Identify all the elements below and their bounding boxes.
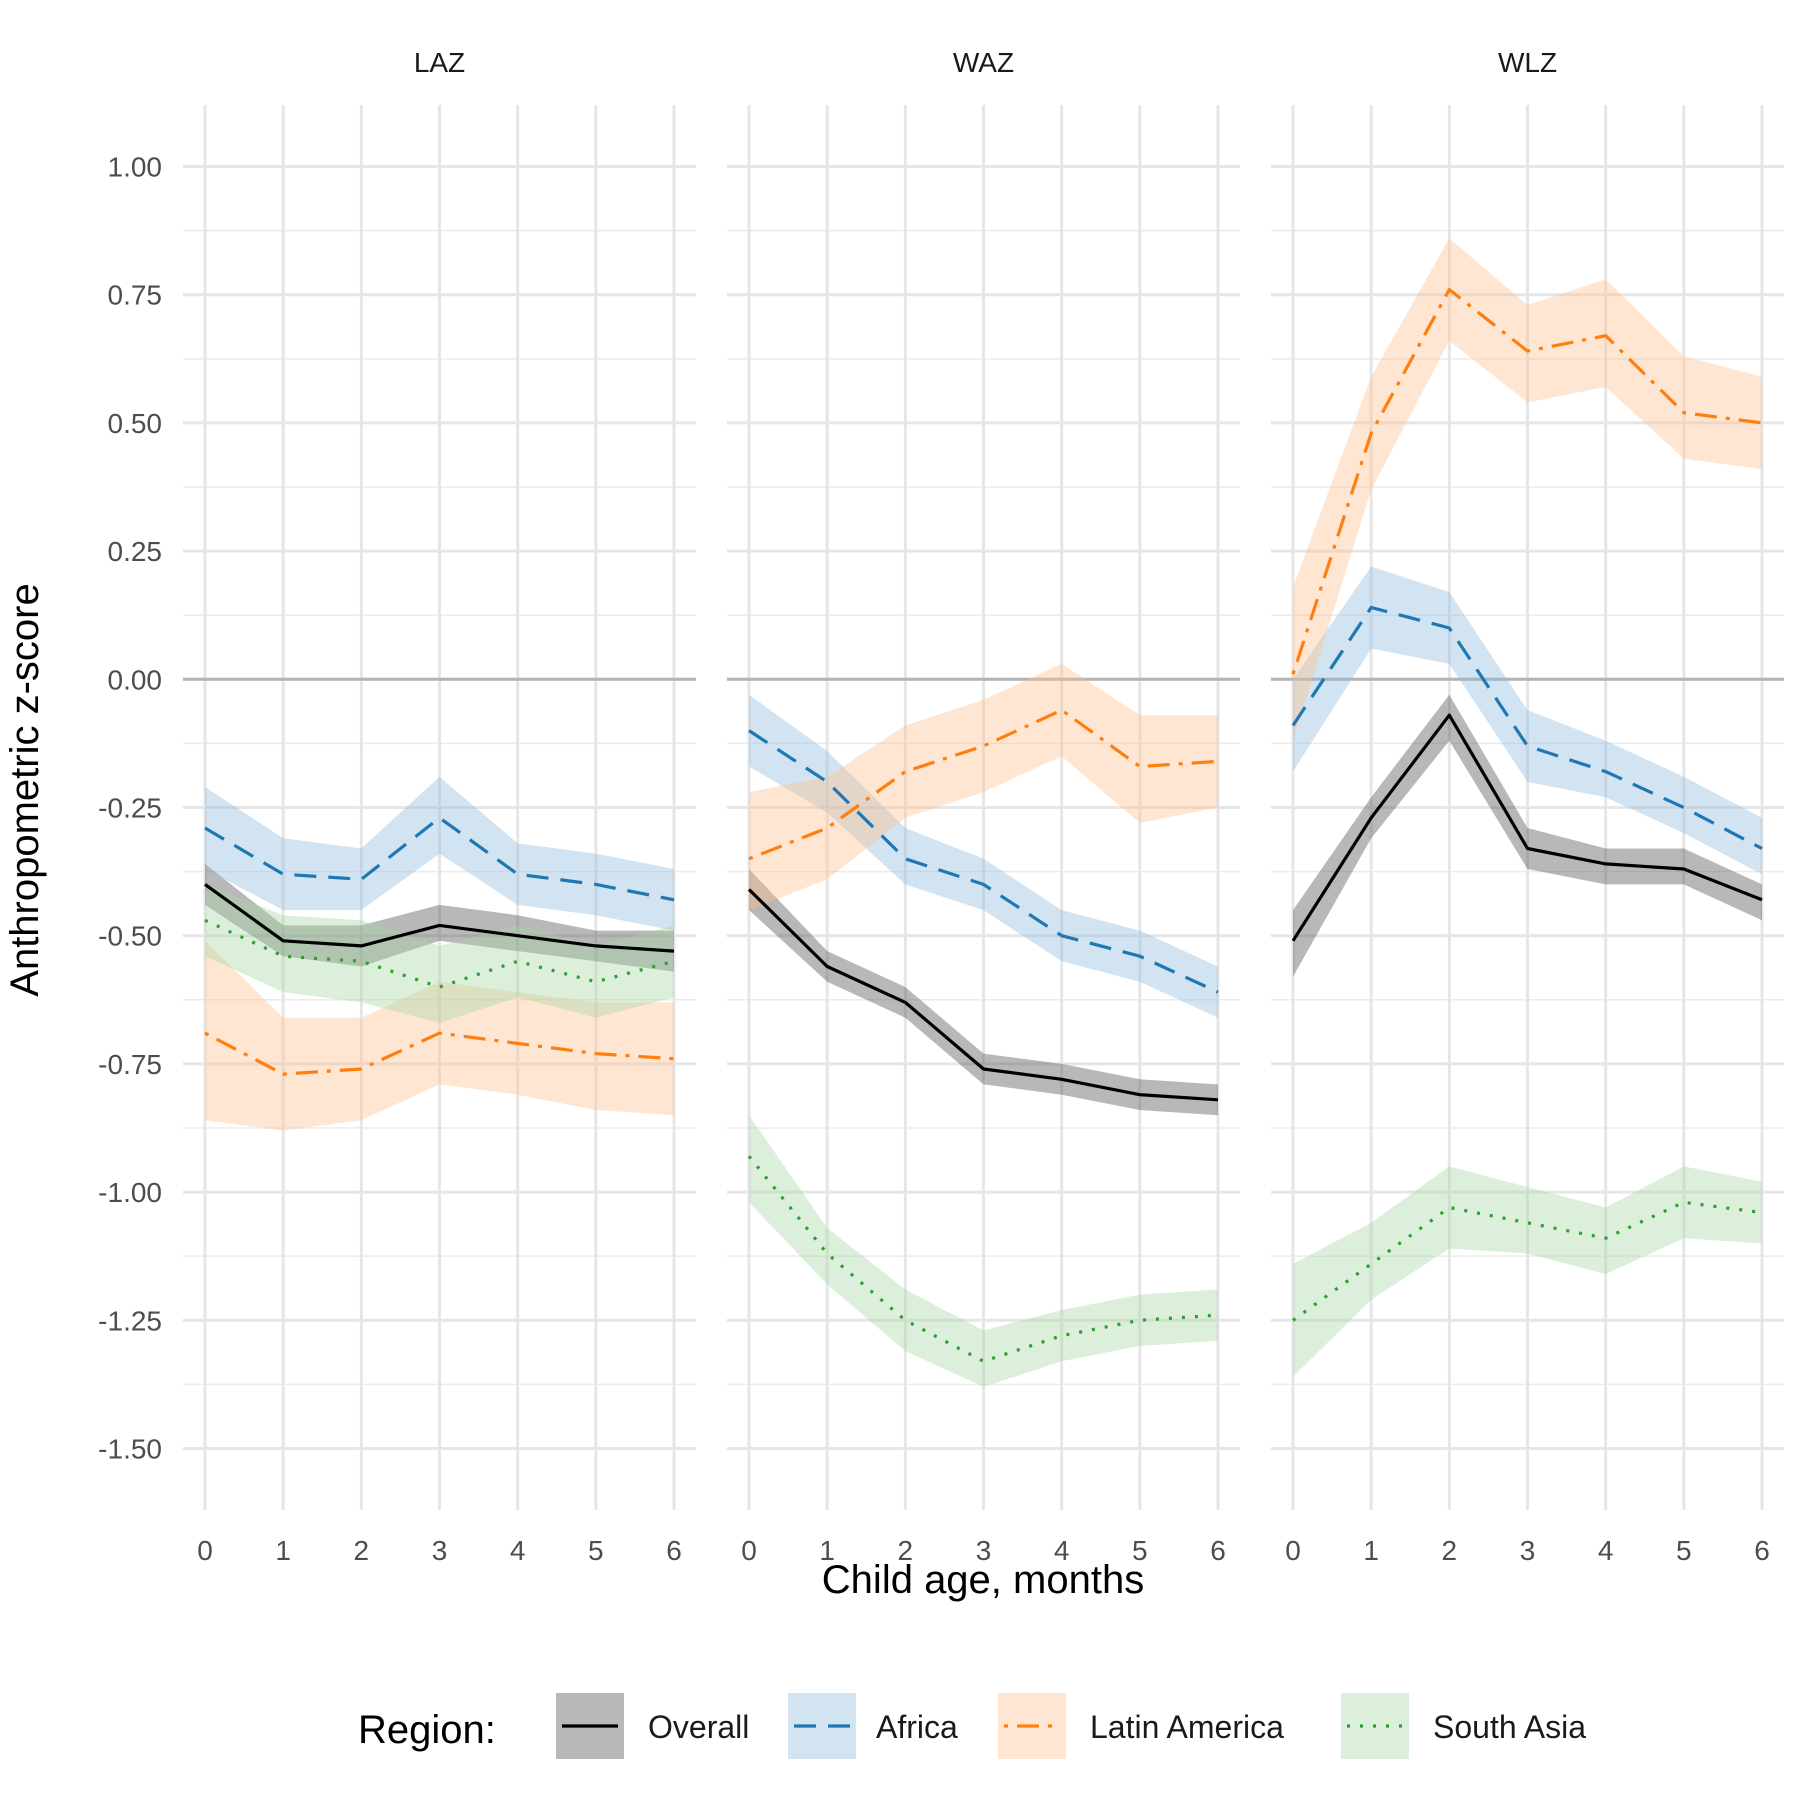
y-tick-label: 0.00 — [108, 664, 163, 695]
panel-title: WAZ — [953, 47, 1014, 78]
y-tick-label: 0.50 — [108, 408, 163, 439]
x-tick-label: 6 — [1210, 1535, 1226, 1566]
x-tick-label: 0 — [197, 1535, 213, 1566]
series-line-africa — [1291, 605, 1763, 850]
x-tick-label: 4 — [510, 1535, 526, 1566]
y-tick-label: 0.75 — [108, 280, 163, 311]
x-tick-label: 2 — [354, 1535, 370, 1566]
ci-band-south-asia — [1293, 1166, 1762, 1377]
y-tick-label: 1.00 — [108, 152, 163, 183]
y-axis-ticks: 1.00 0.75 0.50 0.25 0.00 -0.25 -0.50 -0.75 -1.00… — [98, 152, 162, 1465]
y-tick-label: -1.00 — [98, 1177, 162, 1208]
panel-title: LAZ — [414, 47, 465, 78]
x-tick-label: 1 — [275, 1535, 291, 1566]
legend-title: Region: — [358, 1708, 496, 1752]
panel-wlz: WLZ 0 1 2 3 4 5 6 — [1271, 47, 1784, 1566]
panel-laz: LAZ 0 1 2 3 4 5 6 — [183, 47, 696, 1566]
x-tick-label: 5 — [588, 1535, 604, 1566]
ci-band-africa — [205, 776, 674, 931]
x-tick-label: 3 — [432, 1535, 448, 1566]
ci-band-latin-america — [205, 940, 674, 1131]
legend: Region: Overall Africa Latin America South … — [358, 1693, 1586, 1759]
x-tick-label: 6 — [1754, 1535, 1770, 1566]
ci-band-overall — [749, 869, 1218, 1116]
y-tick-label: -1.50 — [98, 1433, 162, 1464]
legend-item-africa: Africa — [788, 1693, 958, 1759]
ci-band-south-asia — [205, 884, 674, 1023]
x-tick-label: 1 — [1363, 1535, 1379, 1566]
chart-panels: LAZ 0 1 2 3 4 5 6 WAZ 0 1 2 3 4 5 6 WLZ 0 1 2 3 4 5 6 — [183, 47, 1784, 1566]
x-tick-label: 3 — [976, 1535, 992, 1566]
ci-band-south-asia — [749, 1115, 1218, 1387]
x-tick-label: 1 — [819, 1535, 835, 1566]
x-tick-label: 4 — [1054, 1535, 1070, 1566]
x-tick-label: 5 — [1132, 1535, 1148, 1566]
series-line-overall — [1291, 713, 1763, 942]
legend-label: Africa — [876, 1709, 958, 1745]
x-tick-label: 2 — [898, 1535, 914, 1566]
panel-waz: WAZ 0 1 2 3 4 5 6 — [727, 47, 1240, 1566]
x-tick-label: 0 — [1285, 1535, 1301, 1566]
series-line-overall — [204, 883, 675, 953]
legend-item-south-asia: South Asia — [1341, 1693, 1586, 1759]
y-tick-label: -0.75 — [98, 1049, 162, 1080]
y-tick-label: -0.50 — [98, 921, 162, 952]
series-line-latin-america — [204, 1031, 675, 1076]
series-line-africa — [204, 816, 675, 902]
ci-band-africa — [749, 694, 1218, 1018]
ci-band-africa — [1293, 566, 1762, 875]
y-tick-label: -1.25 — [98, 1305, 162, 1336]
legend-keys: Overall Africa Latin America South Asia — [556, 1693, 1586, 1759]
series-line-latin-america — [1291, 288, 1763, 675]
y-tick-label: 0.25 — [108, 536, 163, 567]
x-tick-label: 4 — [1598, 1535, 1614, 1566]
series-line-overall — [747, 888, 1219, 1102]
series-line-africa — [748, 729, 1219, 994]
x-tick-label: 5 — [1676, 1535, 1692, 1566]
legend-label: Overall — [648, 1709, 749, 1745]
panel-title: WLZ — [1498, 47, 1557, 78]
y-axis-title: Anthropometric z-score — [3, 583, 47, 996]
legend-label: South Asia — [1433, 1709, 1586, 1745]
x-tick-label: 2 — [1442, 1535, 1458, 1566]
y-tick-label: -0.25 — [98, 793, 162, 824]
legend-label: Latin America — [1090, 1709, 1284, 1745]
legend-item-overall: Overall — [556, 1693, 749, 1759]
x-tick-label: 0 — [741, 1535, 757, 1566]
legend-item-latin-america: Latin America — [998, 1693, 1284, 1759]
x-axis-title: Child age, months — [822, 1558, 1144, 1602]
x-tick-label: 3 — [1520, 1535, 1536, 1566]
ci-band-latin-america — [749, 663, 1218, 911]
x-tick-label: 6 — [666, 1535, 682, 1566]
